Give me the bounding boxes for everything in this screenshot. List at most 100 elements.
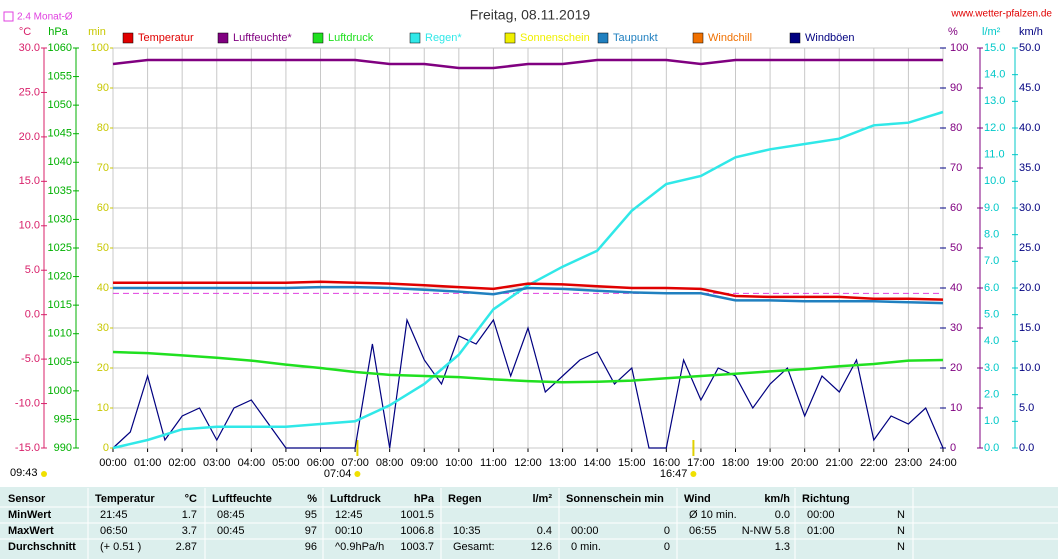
x-tick-label: 17:00 <box>687 457 715 469</box>
y-tick-label: 8.0 <box>984 229 999 241</box>
table-cell: 1003.7 <box>400 541 434 553</box>
y-tick-label: 5.0 <box>1019 402 1034 414</box>
y-tick-label: 1000 <box>48 385 72 397</box>
y-tick-label: 0.0 <box>25 309 40 321</box>
legend-label: Temperatur <box>138 32 194 44</box>
axis-unit: min <box>88 26 106 38</box>
x-tick-label: 19:00 <box>756 457 784 469</box>
y-tick-label: 0.0 <box>1019 442 1034 454</box>
y-tick-label: 20 <box>97 362 109 374</box>
x-tick-label: 04:00 <box>238 457 266 469</box>
y-tick-label: 15.0 <box>984 42 1005 54</box>
y-tick-label: 30 <box>97 322 109 334</box>
y-tick-label: 80 <box>97 122 109 134</box>
y-tick-label: 0.0 <box>984 442 999 454</box>
y-tick-label: 1015 <box>48 299 72 311</box>
table-header: Sonnenschein min <box>566 493 664 505</box>
x-tick-label: 24:00 <box>929 457 957 469</box>
y-tick-label: 90 <box>950 82 962 94</box>
table-header: Luftfeuchte <box>212 493 272 505</box>
y-tick-label: 1050 <box>48 99 72 111</box>
table-cell: 2.87 <box>176 541 197 553</box>
y-tick-label: 90 <box>97 82 109 94</box>
y-tick-label: 50 <box>950 242 962 254</box>
x-tick-label: 21:00 <box>825 457 853 469</box>
table-cell: 1006.8 <box>400 525 434 537</box>
y-tick-label: 14.0 <box>984 69 1005 81</box>
row-label: Durchschnitt <box>8 541 76 553</box>
y-tick-label: 25.0 <box>19 86 40 98</box>
y-tick-label: 10 <box>950 402 962 414</box>
table-cell: 0.0 <box>775 509 790 521</box>
table-header: Richtung <box>802 493 850 505</box>
table-cell: ^0.9hPa/h <box>335 541 384 553</box>
table-header: Temperatur <box>95 493 155 505</box>
legend-swatch <box>217 32 229 44</box>
table-cell: 0.4 <box>537 525 552 537</box>
y-tick-label: 10.0 <box>984 175 1005 187</box>
table-header: Wind <box>684 493 711 505</box>
table-cell: N <box>897 525 905 537</box>
y-tick-label: 1040 <box>48 156 72 168</box>
table-unit: km/h <box>764 493 790 505</box>
table-unit: °C <box>185 493 197 505</box>
y-tick-label: 13.0 <box>984 95 1005 107</box>
table-cell: 00:10 <box>335 525 363 537</box>
y-tick-label: 80 <box>950 122 962 134</box>
y-tick-label: 1055 <box>48 70 72 82</box>
x-tick-label: 11:00 <box>480 457 507 469</box>
row-label: MinWert <box>8 509 52 521</box>
y-tick-label: 60 <box>97 202 109 214</box>
y-tick-label: 1025 <box>48 242 72 254</box>
legend-label: Luftfeuchte* <box>233 32 292 44</box>
y-tick-label: 100 <box>91 42 109 54</box>
sun-icon <box>41 471 47 477</box>
x-tick-label: 22:00 <box>860 457 888 469</box>
y-tick-label: 5.0 <box>984 309 999 321</box>
y-tick-label: 40 <box>950 282 962 294</box>
x-tick-label: 09:00 <box>410 457 438 469</box>
stats-table: Sensor Temperatur °C Luftfeuchte% Luftdruck h… <box>0 488 1058 559</box>
legend-swatch <box>312 32 324 44</box>
axis-unit: hPa <box>48 26 68 38</box>
legend-label: Regen* <box>425 32 462 44</box>
y-tick-label: 20.0 <box>19 131 40 143</box>
y-tick-label: 30 <box>950 322 962 334</box>
y-tick-label: 50 <box>97 242 109 254</box>
y-tick-label: 2.0 <box>984 389 999 401</box>
x-tick-label: 08:00 <box>376 457 404 469</box>
y-tick-label: 1035 <box>48 185 72 197</box>
y-tick-label: 10.0 <box>19 220 40 232</box>
x-tick-label: 05:00 <box>272 457 300 469</box>
series-line <box>113 285 944 305</box>
table-cell: N-NW 5.8 <box>742 525 790 537</box>
table-cell: Gesamt: <box>453 541 495 553</box>
table-cell: 21:45 <box>100 509 128 521</box>
series-line <box>112 58 943 70</box>
table-cell: 00:00 <box>571 525 599 537</box>
x-tick-label: 13:00 <box>549 457 577 469</box>
update-time: 09:43 <box>10 467 38 479</box>
x-tick-label: 07:00 <box>341 457 369 469</box>
table-cell: 12:45 <box>335 509 363 521</box>
table-header: Sensor <box>8 493 46 505</box>
y-tick-label: 11.0 <box>984 149 1005 161</box>
table-cell: 00:00 <box>807 509 835 521</box>
table-cell: Ø 10 min. <box>689 509 737 521</box>
table-cell: 0 <box>664 525 670 537</box>
axis-unit: % <box>948 26 958 38</box>
y-tick-label: 7.0 <box>984 255 999 267</box>
y-tick-label: -10.0 <box>15 397 40 409</box>
y-tick-label: 0 <box>103 442 109 454</box>
table-cell: 06:50 <box>100 525 128 537</box>
y-tick-label: 10 <box>97 402 109 414</box>
y-tick-label: 70 <box>97 162 109 174</box>
axis-unit: l/m² <box>982 26 1001 38</box>
table-cell: 1.7 <box>182 509 197 521</box>
table-cell: 97 <box>305 525 317 537</box>
x-tick-label: 12:00 <box>514 457 542 469</box>
legend-label: Sonnenschein <box>520 32 590 44</box>
y-tick-label: 10.0 <box>1019 362 1040 374</box>
series-line <box>113 280 944 301</box>
x-tick-label: 20:00 <box>791 457 819 469</box>
